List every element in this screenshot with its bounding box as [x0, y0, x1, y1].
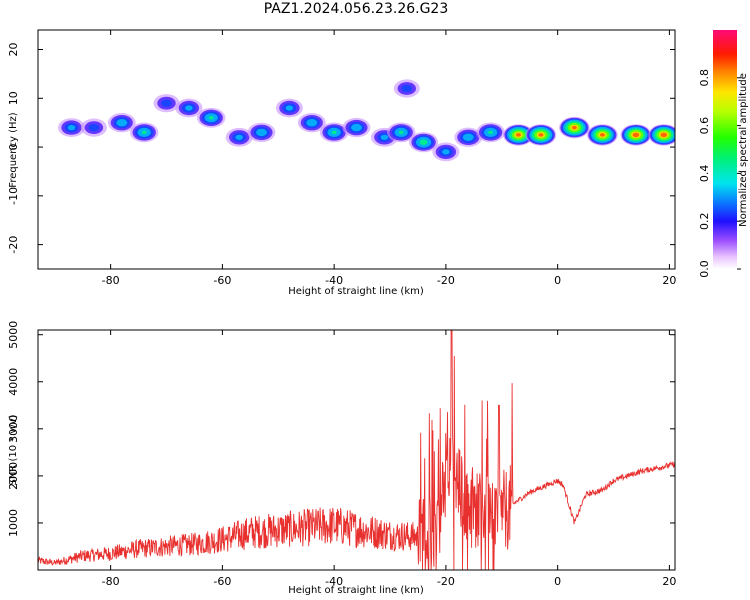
- y-tick-label: 3000: [7, 415, 20, 443]
- snr-axes: -80 -60 -40 -20 0 20 1000 2000 3000 4000 5000: [7, 321, 676, 588]
- heatmap-blob: [587, 124, 618, 146]
- heatmap-blob: [297, 113, 326, 133]
- colorbar-tick-label: 0.6: [698, 117, 711, 135]
- colorbar: [713, 30, 737, 269]
- colorbar-tick-label: 0.8: [698, 69, 711, 87]
- colorbar-tick-label: 0.4: [698, 165, 711, 183]
- heatmap-blob: [342, 117, 371, 138]
- y-tick-label: -10: [7, 187, 20, 205]
- snr-x-axis-label: Height of straight line (km): [288, 585, 424, 596]
- y-tick-label: 20: [7, 43, 20, 57]
- heatmap-blob: [393, 79, 420, 98]
- heatmap-blob: [80, 118, 107, 137]
- x-tick-label: -40: [325, 575, 343, 588]
- heatmap-blob: [319, 122, 349, 143]
- x-tick-label: -80: [102, 575, 120, 588]
- heatmap-blob: [387, 122, 416, 143]
- heatmap-x-axis-label: Height of straight line (km): [288, 286, 424, 297]
- heatmap-blob: [107, 113, 136, 133]
- heatmap-blob: [197, 107, 226, 128]
- heatmap-blob: [130, 122, 159, 143]
- heatmap-frame: [37, 29, 676, 270]
- colorbar-tick-label: 0.2: [698, 212, 711, 230]
- snr-frame: [37, 329, 676, 571]
- heatmap-blob: [153, 94, 180, 113]
- x-tick-label: -80: [102, 274, 120, 287]
- heatmap-blob: [175, 98, 203, 118]
- x-tick-label: -20: [437, 274, 455, 287]
- y-tick-label: 2000: [7, 462, 20, 490]
- heatmap-blob: [525, 124, 557, 146]
- heatmap-blob: [476, 122, 505, 143]
- heatmap-blob: [275, 98, 303, 118]
- snr-series-line: [38, 330, 675, 570]
- heatmap-blob: [58, 118, 85, 137]
- x-tick-label: 0: [554, 575, 561, 588]
- colorbar-tick-label: 0.0: [698, 260, 711, 278]
- heatmap-y-axis-label: Frequency (Hz): [8, 112, 19, 188]
- x-tick-label: -40: [325, 274, 343, 287]
- heatmap-blob: [503, 124, 534, 146]
- heatmap-blob: [432, 142, 460, 162]
- chart-title: PAZ1.2024.056.23.26.G23: [263, 1, 449, 17]
- y-tick-label: 1000: [7, 509, 20, 537]
- heatmap-blob: [409, 132, 439, 153]
- x-tick-label: 0: [554, 274, 561, 287]
- x-tick-label: 20: [662, 274, 676, 287]
- x-tick-label: -60: [213, 274, 231, 287]
- y-tick-label: 4000: [7, 368, 20, 396]
- y-tick-label: 0: [7, 144, 20, 151]
- heatmap-blob: [247, 122, 276, 143]
- x-tick-label: 20: [662, 575, 676, 588]
- x-tick-label: -20: [437, 575, 455, 588]
- y-tick-label: -20: [7, 236, 20, 254]
- colorbar-label: Normalized spectral amplitude: [738, 73, 749, 227]
- heatmap-axes: -80 -60 -40 -20 0 20 -20 -10 0 10 20: [7, 30, 676, 287]
- x-tick-label: -60: [213, 575, 231, 588]
- heatmap-blob: [454, 127, 483, 147]
- snr-line-plot: [38, 330, 675, 570]
- heatmap-blob: [559, 116, 590, 139]
- snr-y-axis-label: SNR (10 * v/v): [8, 414, 19, 485]
- heatmap-blob: [648, 124, 675, 146]
- y-tick-label: 10: [7, 91, 20, 105]
- heatmap-blob: [225, 127, 253, 147]
- colorbar-ticks: 0.0 0.2 0.4 0.6 0.8: [698, 69, 741, 278]
- heatmap-blob: [620, 124, 652, 146]
- spectrogram-heatmap: [58, 79, 675, 162]
- y-tick-label: 5000: [7, 321, 20, 349]
